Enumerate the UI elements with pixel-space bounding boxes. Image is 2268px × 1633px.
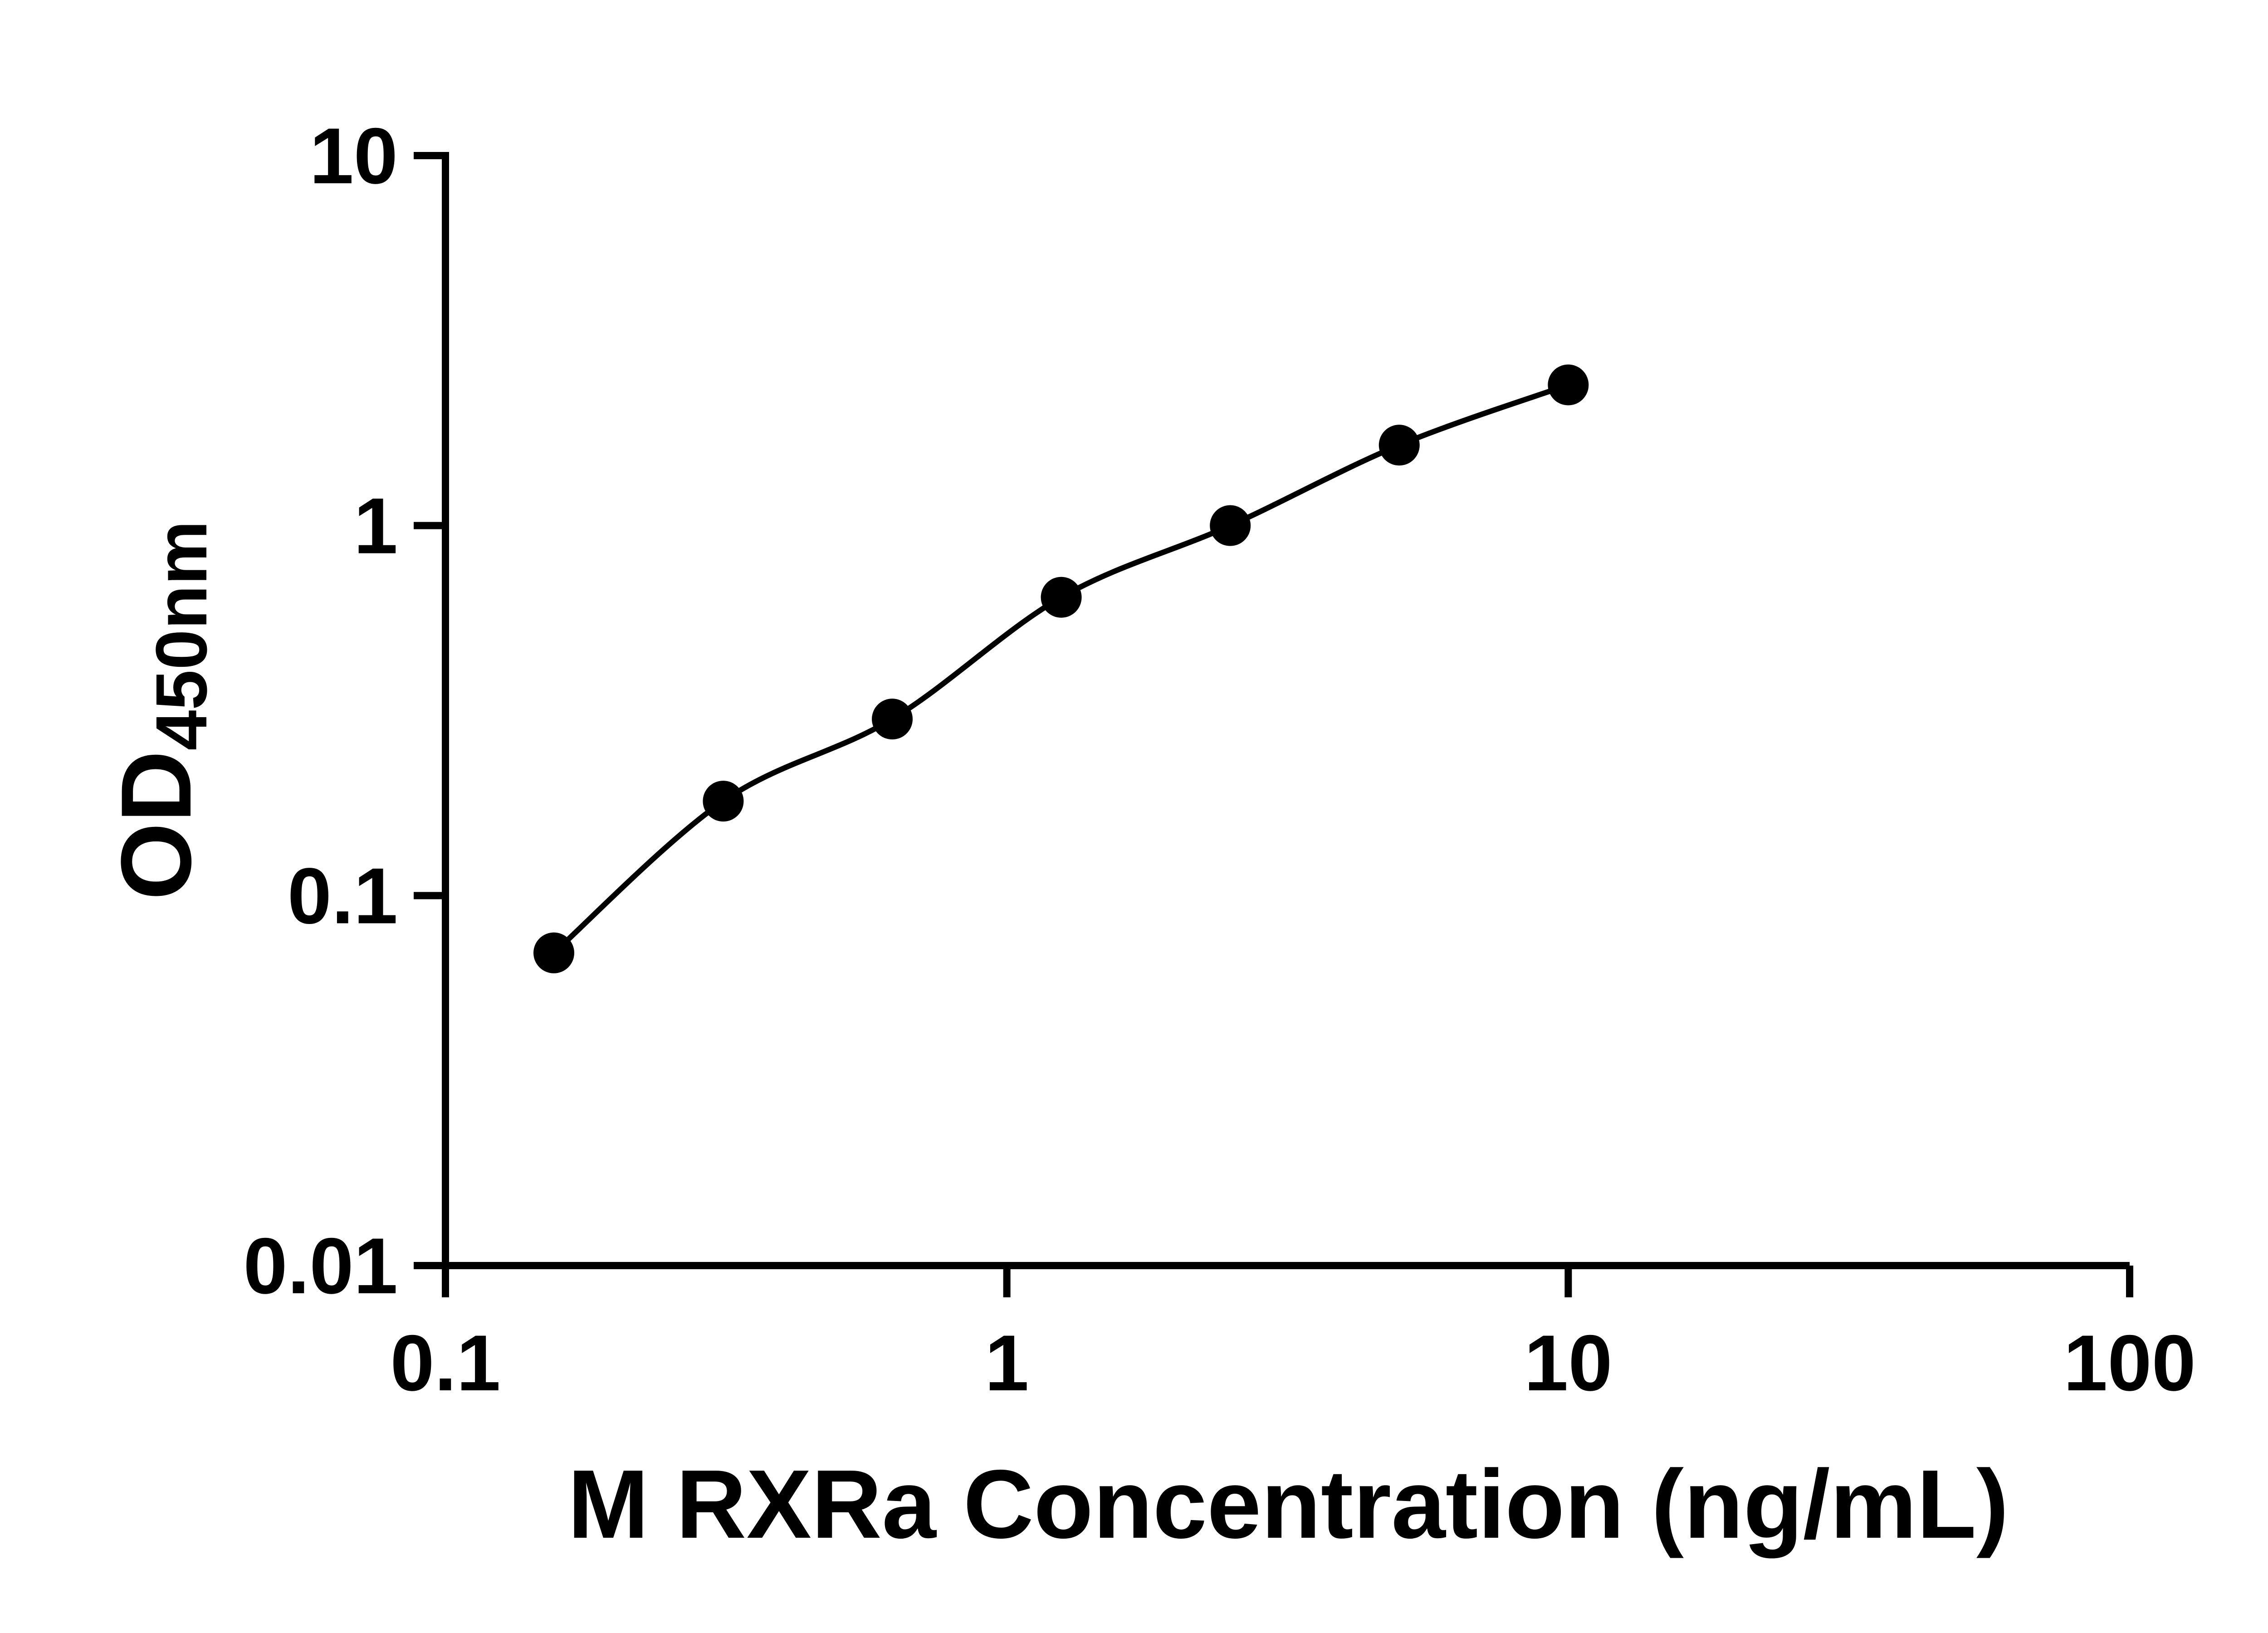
x-axis-tick-label: 0.1 [390,1319,500,1408]
y-axis-title-text: OD450nm [100,521,222,900]
y-axis-tick-label: 1 [354,482,398,571]
axes [442,152,2130,1269]
x-axis-tick-label: 100 [2063,1319,2196,1408]
y-axis-tick-label: 10 [309,112,398,200]
x-axis-tick-label: 1 [985,1319,1029,1408]
data-point [1041,577,1082,618]
y-axis-title: OD450nm [100,521,222,900]
data-point [872,699,913,740]
plot-layer: 0.1 1 10 100 0.01 0.1 1 10 [243,112,2196,1408]
y-axis-tick-label: 0.1 [288,852,398,940]
data-point [703,781,744,822]
fit-curve [551,382,1571,956]
data-point [533,932,575,973]
y-axis-title-main: OD [100,750,212,900]
x-axis-tick-label: 10 [1524,1319,1613,1408]
data-point [1378,425,1420,466]
x-axis-title: M RXRa Concentration (ng/mL) [567,1449,2009,1559]
data-point [1210,505,1251,546]
y-axis-tick-label: 0.01 [243,1222,398,1310]
data-point [1548,364,1589,406]
y-axis-title-sub: 450nm [141,521,222,751]
